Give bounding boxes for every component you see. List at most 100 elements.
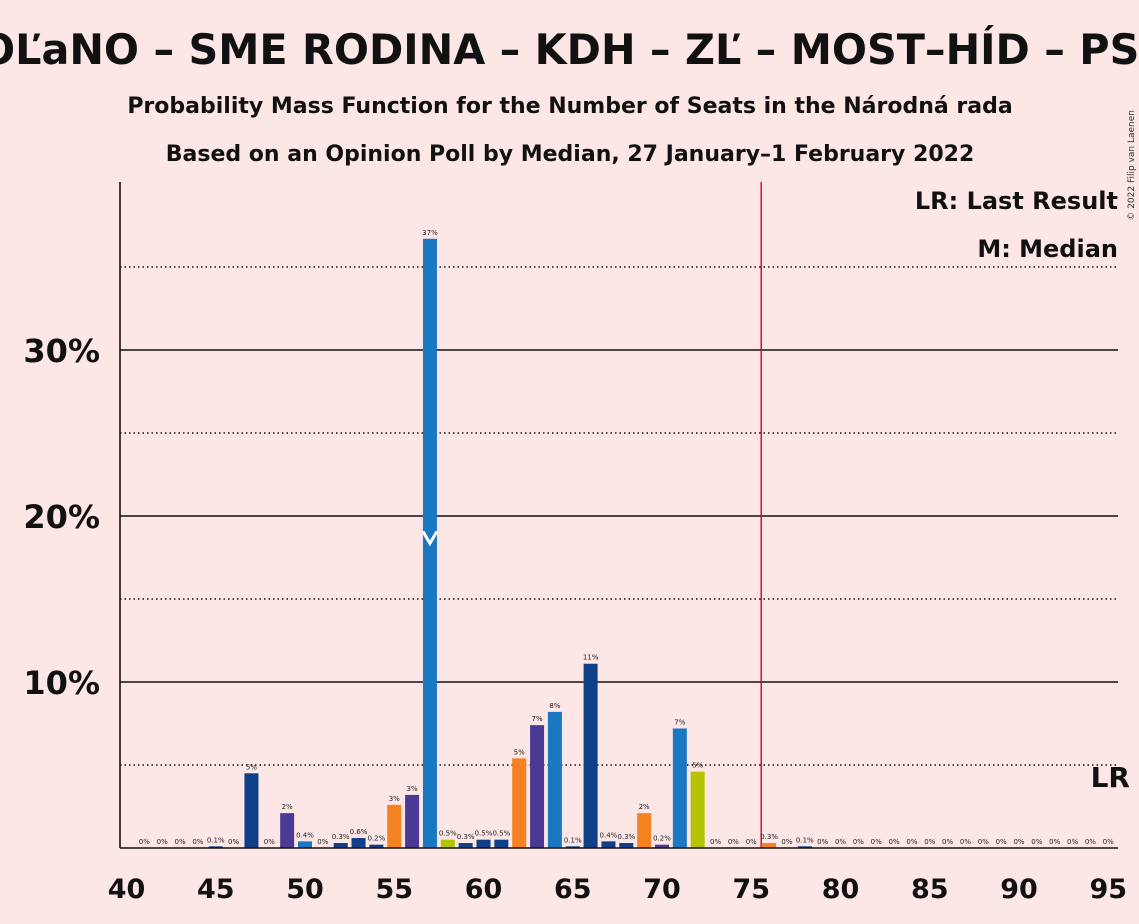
value-label-75: 0% (746, 838, 757, 846)
value-label-81: 0% (853, 838, 864, 846)
value-label-84: 0% (906, 838, 917, 846)
bar-seats-70 (655, 844, 669, 848)
bar-seats-58 (440, 839, 455, 848)
value-label-41: 0% (139, 838, 150, 846)
bar-seats-72 (690, 771, 705, 848)
axes-group: 40 45 50 55 60 65 70 75 80 85 90 95 (108, 182, 1127, 905)
value-label-87: 0% (960, 838, 971, 846)
bar-seats-60 (476, 839, 491, 848)
chart-subtitle: Probability Mass Function for the Number… (127, 94, 1012, 119)
value-label-42: 0% (157, 838, 168, 846)
value-label-51: 0% (317, 838, 328, 846)
bar-seats-69 (637, 813, 652, 848)
bar-seats-59 (458, 843, 473, 848)
value-label-90: 0% (1013, 838, 1024, 846)
chart-title: OĽaNO – SME RODINA – KDH – ZĽ – MOST–HÍD… (0, 24, 1139, 74)
value-label-82: 0% (871, 838, 882, 846)
bar-seats-50 (298, 841, 312, 848)
value-label-43: 0% (174, 838, 185, 846)
bar-seats-62 (512, 758, 527, 848)
bar-seats-55 (387, 804, 402, 848)
value-label-86: 0% (942, 838, 953, 846)
value-label-50: 0.4% (296, 831, 314, 839)
value-label-93: 0% (1067, 838, 1078, 846)
value-label-73: 0% (710, 838, 721, 846)
value-label-64: 8% (549, 702, 560, 710)
bar-seats-49 (280, 813, 295, 848)
x-tick-label: 90 (1000, 874, 1038, 905)
bar-seats-56 (405, 794, 420, 848)
value-label-88: 0% (978, 838, 989, 846)
value-label-57: 37% (422, 229, 438, 237)
value-label-54: 0.2% (368, 835, 386, 843)
value-label-53: 0.6% (350, 828, 368, 836)
value-labels-group: 0% 0% 0% 0% 0.1% 0%5%0%2%0.4%0%0.3%0.6%0.2%3%… (139, 229, 1114, 846)
value-label-83: 0% (888, 838, 899, 846)
value-label-58: 0.5% (439, 830, 457, 838)
value-label-80: 0% (835, 838, 846, 846)
value-label-63: 7% (531, 715, 542, 723)
x-tick-label: 60 (465, 874, 503, 905)
value-label-62: 5% (514, 748, 525, 756)
value-label-60: 0.5% (475, 830, 493, 838)
x-tick-label: 45 (197, 874, 235, 905)
x-tick-label: 55 (375, 874, 413, 905)
value-label-55: 3% (389, 795, 400, 803)
x-tick-label: 70 (643, 874, 681, 905)
bar-seats-64 (547, 711, 562, 848)
value-label-95: 0% (1103, 838, 1114, 846)
value-label-61: 0.5% (492, 830, 510, 838)
bar-seats-78 (797, 846, 812, 848)
x-tick-label: 50 (286, 874, 324, 905)
bar-seats-61 (494, 839, 509, 848)
value-label-45: 0.1% (207, 836, 225, 844)
chart-subtitle-poll: Based on an Opinion Poll by Median, 27 J… (166, 142, 975, 167)
value-label-69: 2% (639, 803, 650, 811)
value-label-78: 0.1% (796, 836, 814, 844)
value-label-91: 0% (1031, 838, 1042, 846)
x-tick-label: 40 (108, 874, 146, 905)
bar-seats-65 (565, 846, 580, 848)
legend-last-result: LR: Last Result (915, 187, 1118, 215)
y-tick-label: 30% (23, 332, 100, 370)
value-label-48: 0% (264, 838, 275, 846)
value-label-68: 0.3% (617, 833, 635, 841)
value-label-46: 0% (228, 838, 239, 846)
value-label-49: 2% (282, 803, 293, 811)
y-tick-label: 20% (23, 498, 100, 536)
value-label-76: 0.3% (760, 833, 778, 841)
value-label-52: 0.3% (332, 833, 350, 841)
value-label-74: 0% (728, 838, 739, 846)
value-label-72: 5% (692, 762, 703, 770)
bar-seats-52 (333, 843, 348, 848)
value-label-94: 0% (1085, 838, 1096, 846)
legend-median: M: Median (977, 235, 1118, 263)
value-label-89: 0% (996, 838, 1007, 846)
bar-seats-63 (530, 725, 545, 848)
gridlines: 10% 20% 30% (23, 182, 1118, 848)
x-tick-label: 80 (822, 874, 860, 905)
value-label-85: 0% (924, 838, 935, 846)
value-label-65: 0.1% (564, 836, 582, 844)
bar-seats-76 (762, 843, 777, 848)
value-label-44: 0% (192, 838, 203, 846)
x-tick-label: 85 (911, 874, 949, 905)
value-label-56: 3% (407, 785, 418, 793)
value-label-79: 0% (817, 838, 828, 846)
x-tick-label: 65 (554, 874, 592, 905)
median-marker (421, 530, 439, 547)
copyright-notice: © 2022 Filip van Laenen (1127, 110, 1137, 221)
bar-seats-68 (619, 843, 634, 848)
bar-seats-54 (369, 844, 384, 848)
value-label-47: 5% (246, 763, 257, 771)
bar-seats-71 (672, 728, 687, 848)
value-label-71: 7% (674, 718, 685, 726)
x-tick-label: 95 (1089, 874, 1127, 905)
bar-seats-45 (208, 846, 223, 848)
bars-group (208, 238, 812, 848)
value-label-70: 0.2% (653, 835, 671, 843)
value-label-77: 0% (781, 838, 792, 846)
value-label-67: 0.4% (600, 831, 618, 839)
last-result-marker-label: LR (1091, 761, 1130, 794)
